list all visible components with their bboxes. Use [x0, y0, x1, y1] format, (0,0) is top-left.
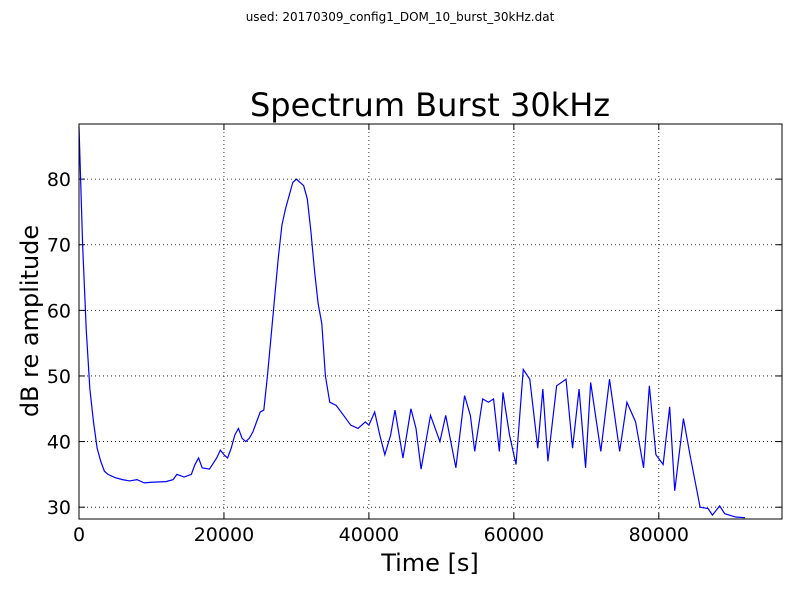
- x-tick-label: 0: [73, 524, 85, 546]
- y-axis-label: dB re amplitude: [16, 225, 44, 417]
- y-tick-label: 70: [47, 235, 71, 257]
- y-tick-label: 40: [47, 432, 71, 454]
- line-series: [78, 126, 746, 519]
- suptitle: used: 20170309_config1_DOM_10_burst_30kH…: [246, 10, 555, 24]
- x-tick-label: 40000: [339, 524, 399, 546]
- chart-title: Spectrum Burst 30kHz: [250, 86, 610, 124]
- y-tick-label: 50: [47, 366, 71, 388]
- plot-frame: [78, 123, 783, 520]
- x-tick-label: 80000: [629, 524, 689, 546]
- y-tick-label: 60: [47, 300, 71, 322]
- x-tick-label: 60000: [484, 524, 544, 546]
- y-tick-label: 30: [47, 497, 71, 519]
- x-axis-label: Time [s]: [380, 549, 479, 577]
- x-tick-label: 20000: [194, 524, 254, 546]
- y-tick-label: 80: [47, 169, 71, 191]
